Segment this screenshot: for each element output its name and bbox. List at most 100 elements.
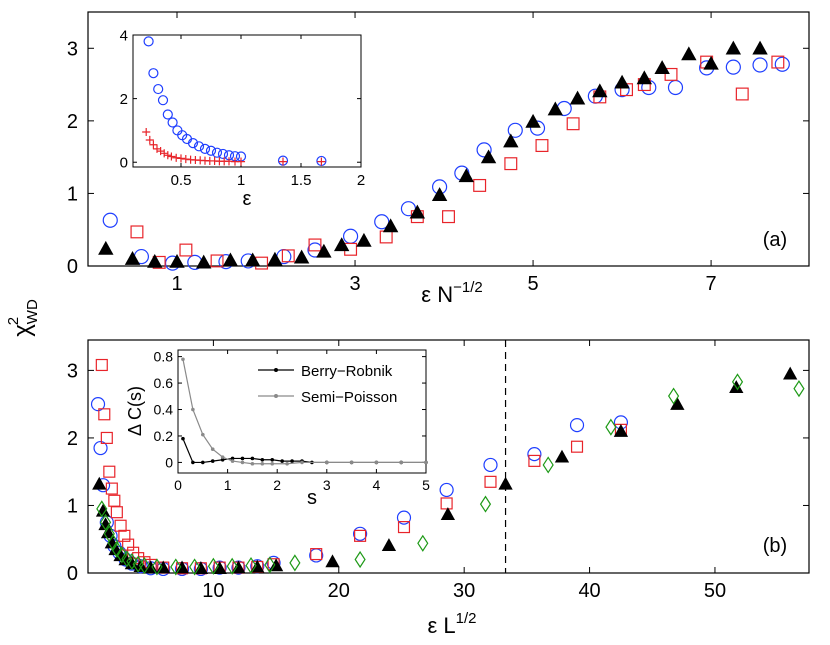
panel-b-inset-ticks: 0 1 2 3 4 5 0 0.2 0.4 0.6 0.8 (154, 349, 431, 493)
panel-b-inset-dot-1 (181, 357, 185, 362)
panel-b-inset-y-tick-label: 0.2 (154, 428, 174, 444)
panel-a-inset-crosses-point (236, 157, 246, 166)
panel-a: 1 3 5 7 0 1 2 3 (a) ε N−1/2 0.5 1 1.5 2 0 2 4 ε (67, 11, 810, 307)
panel-b-squares-point (108, 494, 121, 507)
panel-b-diamonds-point (170, 558, 182, 576)
panel-b-inset-dot-0 (220, 457, 225, 462)
panel-b-inset-x-tick-label: 4 (373, 477, 381, 493)
panel-a-triangles-point (569, 90, 586, 105)
panel-a-triangles-point (409, 204, 426, 219)
panel-a-circles-point (476, 142, 492, 158)
panel-b-x-tick-label: 30 (453, 580, 475, 602)
legend-label-semi-poisson: Semi−Poisson (301, 389, 397, 406)
panel-b-diamonds-point (417, 534, 429, 552)
panel-a-triangles-point (725, 40, 742, 55)
panel-a-inset-crosses-point (142, 127, 151, 137)
panel-b-inset-x-tick-label: 2 (273, 477, 281, 493)
panel-a-circles-point (342, 228, 359, 244)
panel-b-circles-point (483, 457, 498, 473)
panel-b-inset-dot-0 (201, 460, 205, 465)
panel-a-circles-point (752, 57, 768, 73)
panel-b-y-tick-label: 3 (67, 360, 78, 382)
panel-b-inset-dot-1 (260, 461, 265, 466)
panel-b-triangles-point (124, 556, 140, 570)
panel-a-triangles-point (267, 251, 283, 266)
panel-b-inset: 0 1 2 3 4 5 0 0.2 0.4 0.6 0.8 s Δ C(s) Berry−Robni… (125, 349, 430, 509)
panel-b-triangles-point (133, 559, 148, 572)
panel-b-inset-y-tick-label: 0.6 (154, 375, 174, 391)
panel-a-inset-circles-point (162, 109, 173, 120)
panel-b-triangles-point (440, 507, 456, 520)
svg-text:χWD2: χWD2 (5, 299, 41, 337)
panel-b-frame (87, 339, 810, 574)
panel-a-triangles-point (124, 251, 141, 265)
panel-b-inset-dot-0 (191, 460, 195, 465)
panel-a-inset-crosses-point (317, 157, 326, 166)
panel-b-inset-dot-1 (230, 459, 235, 463)
panel-a-triangles-point (592, 83, 608, 98)
panel-b-diamonds-point (264, 556, 276, 574)
panel-b-inset-dot-1 (300, 460, 304, 465)
panel-a-triangles-point (547, 101, 564, 116)
panel-b-diamonds-point (605, 418, 617, 436)
panel-b-marks (90, 358, 805, 577)
panel-b-inset-dot-1 (191, 407, 195, 412)
panel-b-squares-point (397, 521, 411, 534)
panel-b-inset-dot-1 (210, 447, 215, 451)
panel-b-inset-dot-0 (250, 456, 255, 461)
panel-b-diamonds-point (731, 373, 744, 391)
panel-b-circles-point (93, 440, 108, 456)
panel-b-triangles-point (212, 561, 227, 574)
panel-a-squares-point (735, 87, 749, 101)
panel-a-inset-ticks: 0.5 1 1.5 2 0 2 4 (120, 27, 366, 189)
panel-b-triangles-point (92, 476, 107, 490)
panel-a-inset-y-tick-label: 0 (120, 154, 128, 171)
panel-a-inset-crosses-point (160, 149, 169, 158)
panel-a-x-label: ε N−1/2 (421, 279, 482, 307)
panel-b-diamonds-point (99, 513, 112, 531)
legend: Berry−Robnik Semi−Poisson (258, 363, 397, 406)
panel-b-inset-marks (181, 357, 428, 466)
panel-b-triangles-point (554, 449, 570, 463)
panel-b-x-tick-label: 20 (328, 580, 350, 602)
panel-b-squares-point (105, 482, 118, 495)
panel-b-inset-frame (177, 349, 427, 474)
panel-b-x-tick-label: 10 (202, 580, 224, 602)
panel-a-inset-x-tick-label: 1 (237, 172, 245, 189)
panel-b-x-label: ε L1/2 (427, 610, 476, 638)
panel-b-squares-point (98, 408, 111, 421)
panel-a-inset-circles-point (199, 143, 211, 154)
panel-a-inset-circles-point (143, 36, 154, 47)
panel-b-diamonds-point (111, 540, 123, 558)
panel-a-inset-circles-point (167, 117, 178, 128)
panel-b-squares-point (484, 475, 497, 488)
legend-dot-semi-poisson (274, 394, 278, 398)
panel-b-inset-dot-0 (240, 456, 245, 461)
panel-a-squares-point (179, 243, 193, 257)
panel-a-triangles-point (333, 237, 350, 252)
panel-a-squares-point (130, 225, 144, 239)
panel-b-y-tick-label: 1 (67, 495, 78, 517)
panel-b-diamonds-point (226, 557, 238, 575)
panel-a-inset-circles-point (148, 68, 159, 79)
panel-b-inset-dot-1 (424, 460, 428, 465)
panel-a-squares-point (308, 238, 322, 252)
panel-a-triangles-point (525, 113, 541, 128)
panel-b-squares-point (310, 548, 323, 561)
panel-a-inset-marks (142, 36, 327, 167)
panel-b-triangles-point (325, 554, 340, 568)
panel-b-diamonds-point (245, 556, 257, 575)
panel-a-inset-circles-point (211, 147, 223, 158)
panel-a-squares-point (771, 55, 785, 69)
panel-a-triangles-point (222, 252, 239, 267)
panel-a-inset-crosses-point (176, 154, 186, 163)
panel-b-inset-dot-0 (270, 457, 275, 462)
panel-a-inset: 0.5 1 1.5 2 0 2 4 ε (120, 27, 366, 210)
panel-a-triangles-point (654, 60, 670, 75)
panel-a-y-tick-label: 0 (67, 256, 78, 278)
panel-b-inset-dot-1 (374, 460, 379, 465)
panel-a-squares-point (473, 178, 487, 192)
